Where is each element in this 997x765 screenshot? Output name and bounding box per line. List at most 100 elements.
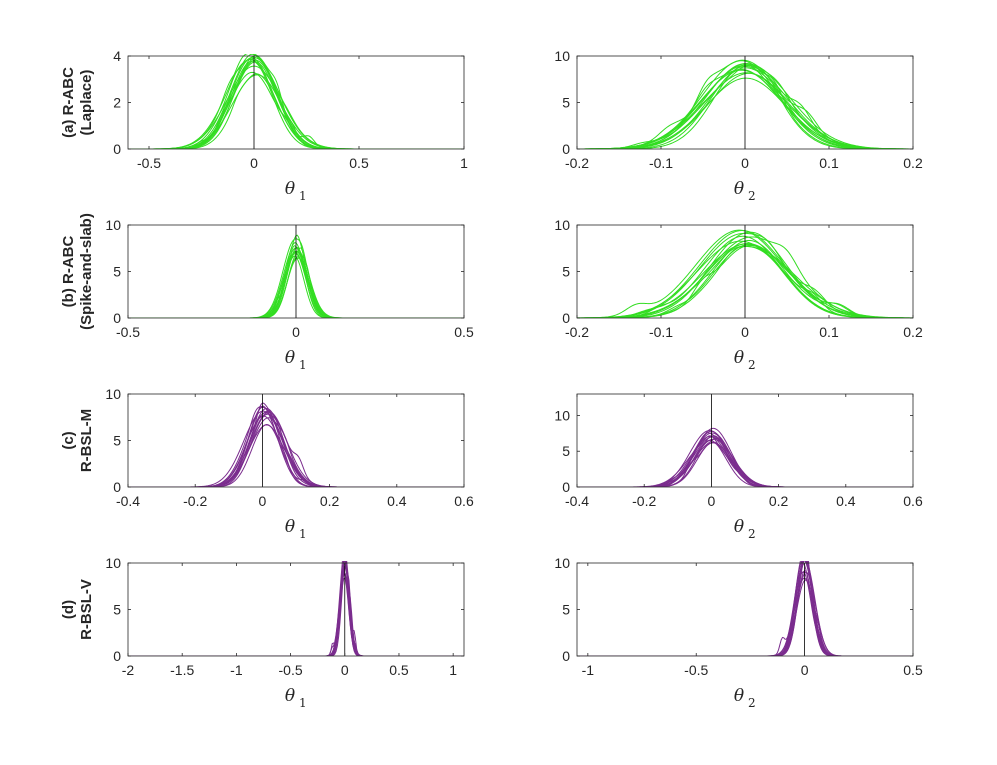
y-tick-label: 5 xyxy=(562,264,570,280)
x-tick-label: 0 xyxy=(259,493,267,509)
axes-box xyxy=(576,393,914,488)
panel-1-2: -0.2 -0.1 0 0.1 0.2 0 5 10 θ 2 xyxy=(554,48,923,203)
y-tick-label: 10 xyxy=(554,555,570,571)
density-line xyxy=(577,562,913,656)
x-tick-label: 0.4 xyxy=(836,493,856,509)
x-tick-label: 0 xyxy=(292,324,300,340)
density-curves xyxy=(128,54,464,149)
density-line xyxy=(128,424,464,487)
density-line xyxy=(128,71,464,149)
y-tick-label: 2 xyxy=(113,95,121,111)
x-axis-label-subscript: 1 xyxy=(299,189,307,203)
x-axis-label: θ xyxy=(285,517,295,537)
x-axis-label: θ xyxy=(285,179,295,199)
density-line xyxy=(577,561,913,656)
density-line xyxy=(128,573,464,656)
y-tick-label: 5 xyxy=(113,264,121,280)
density-line xyxy=(128,407,464,487)
row-label: R-BSL-M xyxy=(78,409,95,472)
density-line xyxy=(128,55,464,149)
density-line xyxy=(128,561,464,656)
x-tick-label: -2 xyxy=(122,662,135,678)
x-tick-label: 0.5 xyxy=(454,324,474,340)
density-line xyxy=(128,73,464,149)
density-line xyxy=(577,442,913,487)
density-line xyxy=(577,561,913,656)
x-tick-label: -0.1 xyxy=(649,324,673,340)
density-line xyxy=(128,562,464,656)
y-tick-label: 0 xyxy=(562,141,570,157)
x-tick-label: 0 xyxy=(341,662,349,678)
density-line xyxy=(577,441,913,487)
x-axis-label: θ xyxy=(285,686,295,706)
x-tick-label: -0.4 xyxy=(565,493,589,509)
y-tick-label: 10 xyxy=(105,217,121,233)
y-tick-label: 10 xyxy=(554,48,570,64)
y-tick-label: 0 xyxy=(562,648,570,664)
x-tick-label: 0.6 xyxy=(454,493,474,509)
x-axis-label: θ xyxy=(734,348,744,368)
y-tick-label: 0 xyxy=(113,141,121,157)
y-tick-label: 0 xyxy=(562,310,570,326)
x-tick-label: 0.5 xyxy=(389,662,409,678)
density-line xyxy=(128,570,464,656)
density-line xyxy=(577,427,913,487)
x-axis-label-subscript: 2 xyxy=(748,527,756,541)
y-tick-label: 0 xyxy=(113,310,121,326)
density-line xyxy=(128,564,464,656)
x-tick-label: 0 xyxy=(250,155,258,171)
density-line xyxy=(128,410,464,487)
y-tick-label: 10 xyxy=(105,386,121,402)
y-tick-label: 5 xyxy=(113,433,121,449)
x-tick-label: 0.1 xyxy=(819,324,839,340)
density-line xyxy=(128,56,464,149)
panel-4-2: -1 -0.5 0 0.5 0 5 10 θ 2 xyxy=(554,555,923,710)
density-line xyxy=(577,561,913,656)
density-curves xyxy=(128,561,464,656)
density-line xyxy=(128,406,464,487)
density-line xyxy=(577,561,913,656)
x-tick-label: 0 xyxy=(741,324,749,340)
y-tick-label: 10 xyxy=(554,407,570,423)
density-line xyxy=(577,570,913,656)
x-tick-label: 0.2 xyxy=(320,493,340,509)
y-tick-label: 0 xyxy=(113,648,121,664)
x-axis-label: θ xyxy=(734,517,744,537)
density-line xyxy=(128,406,464,487)
axes-box xyxy=(127,562,465,657)
density-line xyxy=(128,402,464,487)
x-tick-label: -1 xyxy=(582,662,595,678)
x-tick-label: 0 xyxy=(741,155,749,171)
axes-box xyxy=(127,393,465,488)
x-tick-label: 1 xyxy=(449,662,457,678)
row-label: (Laplace) xyxy=(78,70,95,136)
y-tick-label: 0 xyxy=(562,479,570,495)
axes-box xyxy=(576,562,914,657)
x-tick-label: 0.4 xyxy=(387,493,407,509)
density-line xyxy=(128,74,464,149)
density-line xyxy=(577,577,913,656)
x-tick-label: -0.2 xyxy=(565,324,589,340)
row-label: (b) R-ABC xyxy=(60,236,77,308)
density-line xyxy=(128,417,464,487)
x-tick-label: 0.5 xyxy=(349,155,369,171)
x-axis-label-subscript: 1 xyxy=(299,358,307,372)
density-line xyxy=(577,579,913,656)
density-curves xyxy=(577,427,913,487)
x-tick-label: -0.5 xyxy=(137,155,161,171)
x-axis-label-subscript: 2 xyxy=(748,189,756,203)
x-tick-label: -0.2 xyxy=(632,493,656,509)
density-line xyxy=(577,561,913,656)
x-tick-label: -0.5 xyxy=(116,324,140,340)
density-line xyxy=(577,571,913,656)
panel-3-2: -0.4 -0.2 0 0.2 0.4 0.6 0 5 10 θ 2 xyxy=(554,393,923,541)
density-line xyxy=(577,561,913,656)
density-line xyxy=(128,565,464,656)
x-tick-label: -0.5 xyxy=(279,662,303,678)
density-line xyxy=(128,564,464,656)
panel-2-2: -0.2 -0.1 0 0.1 0.2 0 5 10 θ 2 xyxy=(554,217,923,372)
x-tick-label: -0.1 xyxy=(649,155,673,171)
density-line xyxy=(128,410,464,487)
